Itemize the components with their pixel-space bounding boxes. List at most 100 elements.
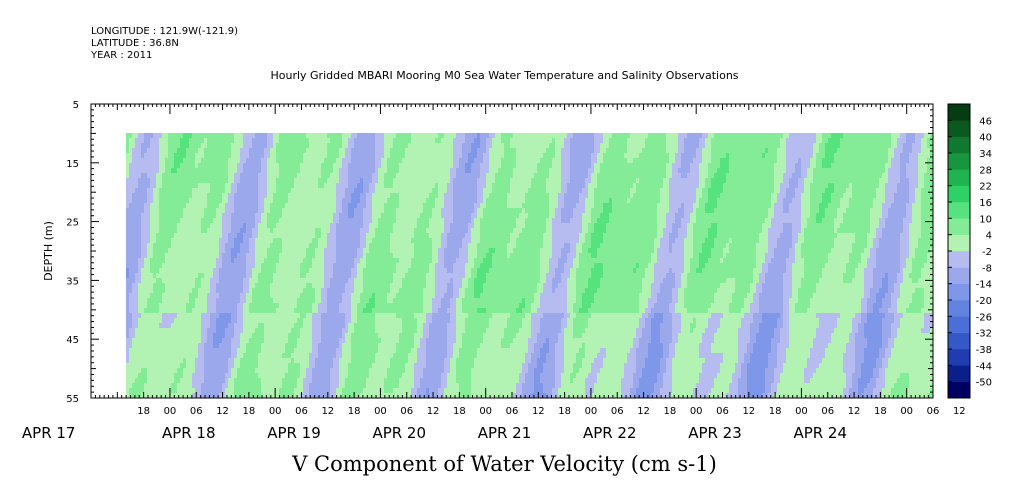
heatmap-cell [282, 223, 286, 229]
heatmap-cell [276, 303, 280, 309]
heatmap-cell [399, 358, 403, 364]
heatmap-cell [177, 308, 181, 314]
heatmap-cell [138, 198, 142, 204]
heatmap-cell [216, 248, 220, 254]
heatmap-cell [405, 208, 409, 214]
heatmap-cell [246, 323, 250, 329]
heatmap-cell [288, 333, 292, 339]
heatmap-cell [390, 308, 394, 314]
heatmap-cell [315, 308, 319, 314]
heatmap-cell [165, 378, 169, 384]
heatmap-cell [141, 193, 145, 199]
heatmap-cell [357, 178, 361, 184]
heatmap-cell [273, 168, 277, 174]
heatmap-cell [360, 338, 364, 344]
heatmap-cell [342, 313, 346, 319]
heatmap-cell [396, 348, 400, 354]
heatmap-cell [156, 288, 160, 294]
heatmap-cell [321, 338, 325, 344]
heatmap-cell [219, 168, 223, 174]
heatmap-cell [339, 313, 343, 319]
heatmap-cell [183, 363, 187, 369]
heatmap-cell [135, 358, 139, 364]
heatmap-cell [126, 373, 130, 379]
heatmap-cell [390, 173, 394, 179]
heatmap-cell [399, 258, 403, 264]
heatmap-cell [303, 248, 307, 254]
heatmap-cell [345, 313, 349, 319]
heatmap-cell [180, 358, 184, 364]
heatmap-cell [327, 143, 331, 149]
heatmap-cell [300, 338, 304, 344]
heatmap-cell [159, 238, 163, 244]
heatmap-cell [243, 248, 247, 254]
heatmap-cell [288, 263, 292, 269]
heatmap-cell [240, 373, 244, 379]
heatmap-cell [243, 153, 247, 159]
heatmap-cell [198, 173, 202, 179]
heatmap-cell [339, 333, 343, 339]
heatmap-cell [348, 248, 352, 254]
heatmap-cell [309, 338, 313, 344]
heatmap-cell [129, 143, 133, 149]
heatmap-cell [399, 378, 403, 384]
heatmap-cell [360, 373, 364, 379]
heatmap-cell [183, 263, 187, 269]
heatmap-cell [210, 173, 214, 179]
heatmap-cell [273, 218, 277, 224]
heatmap-cell [345, 298, 349, 304]
heatmap-cell [375, 343, 379, 349]
heatmap-cell [369, 218, 373, 224]
heatmap-cell [243, 203, 247, 209]
heatmap-cell [198, 238, 202, 244]
heatmap-cell [405, 233, 409, 239]
heatmap-cell [267, 298, 271, 304]
heatmap-cell [315, 138, 319, 144]
heatmap-cell [210, 178, 214, 184]
heatmap-cell [366, 273, 370, 279]
heatmap-cell [162, 373, 166, 379]
heatmap-cell [285, 378, 289, 384]
heatmap-cell [324, 343, 328, 349]
heatmap-cell [327, 253, 331, 259]
heatmap-cell [144, 363, 148, 369]
heatmap-cell [153, 248, 157, 254]
heatmap-cell [222, 258, 226, 264]
heatmap-cell [180, 348, 184, 354]
heatmap-cell [282, 368, 286, 374]
heatmap-cell [348, 263, 352, 269]
heatmap-cell [309, 258, 313, 264]
heatmap-cell [180, 363, 184, 369]
heatmap-cell [216, 148, 220, 154]
heatmap-cell [147, 328, 151, 334]
heatmap-cell [333, 138, 337, 144]
heatmap-cell [312, 378, 316, 384]
heatmap-cell [189, 353, 193, 359]
heatmap-cell [231, 333, 235, 339]
heatmap-cell [213, 183, 217, 189]
heatmap-cell [294, 223, 298, 229]
heatmap-cell [129, 218, 133, 224]
heatmap-cell [279, 238, 283, 244]
heatmap-cell [153, 203, 157, 209]
heatmap-cell [144, 238, 148, 244]
heatmap-cell [336, 373, 340, 379]
heatmap-cell [207, 288, 211, 294]
heatmap-cell [399, 338, 403, 344]
heatmap-cell [213, 178, 217, 184]
heatmap-cell [327, 363, 331, 369]
heatmap-cell [204, 208, 208, 214]
heatmap-cell [333, 233, 337, 239]
heatmap-cell [360, 133, 364, 139]
heatmap-cell [198, 188, 202, 194]
heatmap-cell [360, 393, 364, 399]
heatmap-cell [381, 173, 385, 179]
heatmap-cell [231, 213, 235, 219]
heatmap-cell [180, 308, 184, 314]
heatmap-cell [366, 203, 370, 209]
heatmap-cell [279, 218, 283, 224]
heatmap-cell [312, 348, 316, 354]
heatmap-cell [213, 303, 217, 309]
heatmap-cell [306, 248, 310, 254]
heatmap-cell [318, 218, 322, 224]
